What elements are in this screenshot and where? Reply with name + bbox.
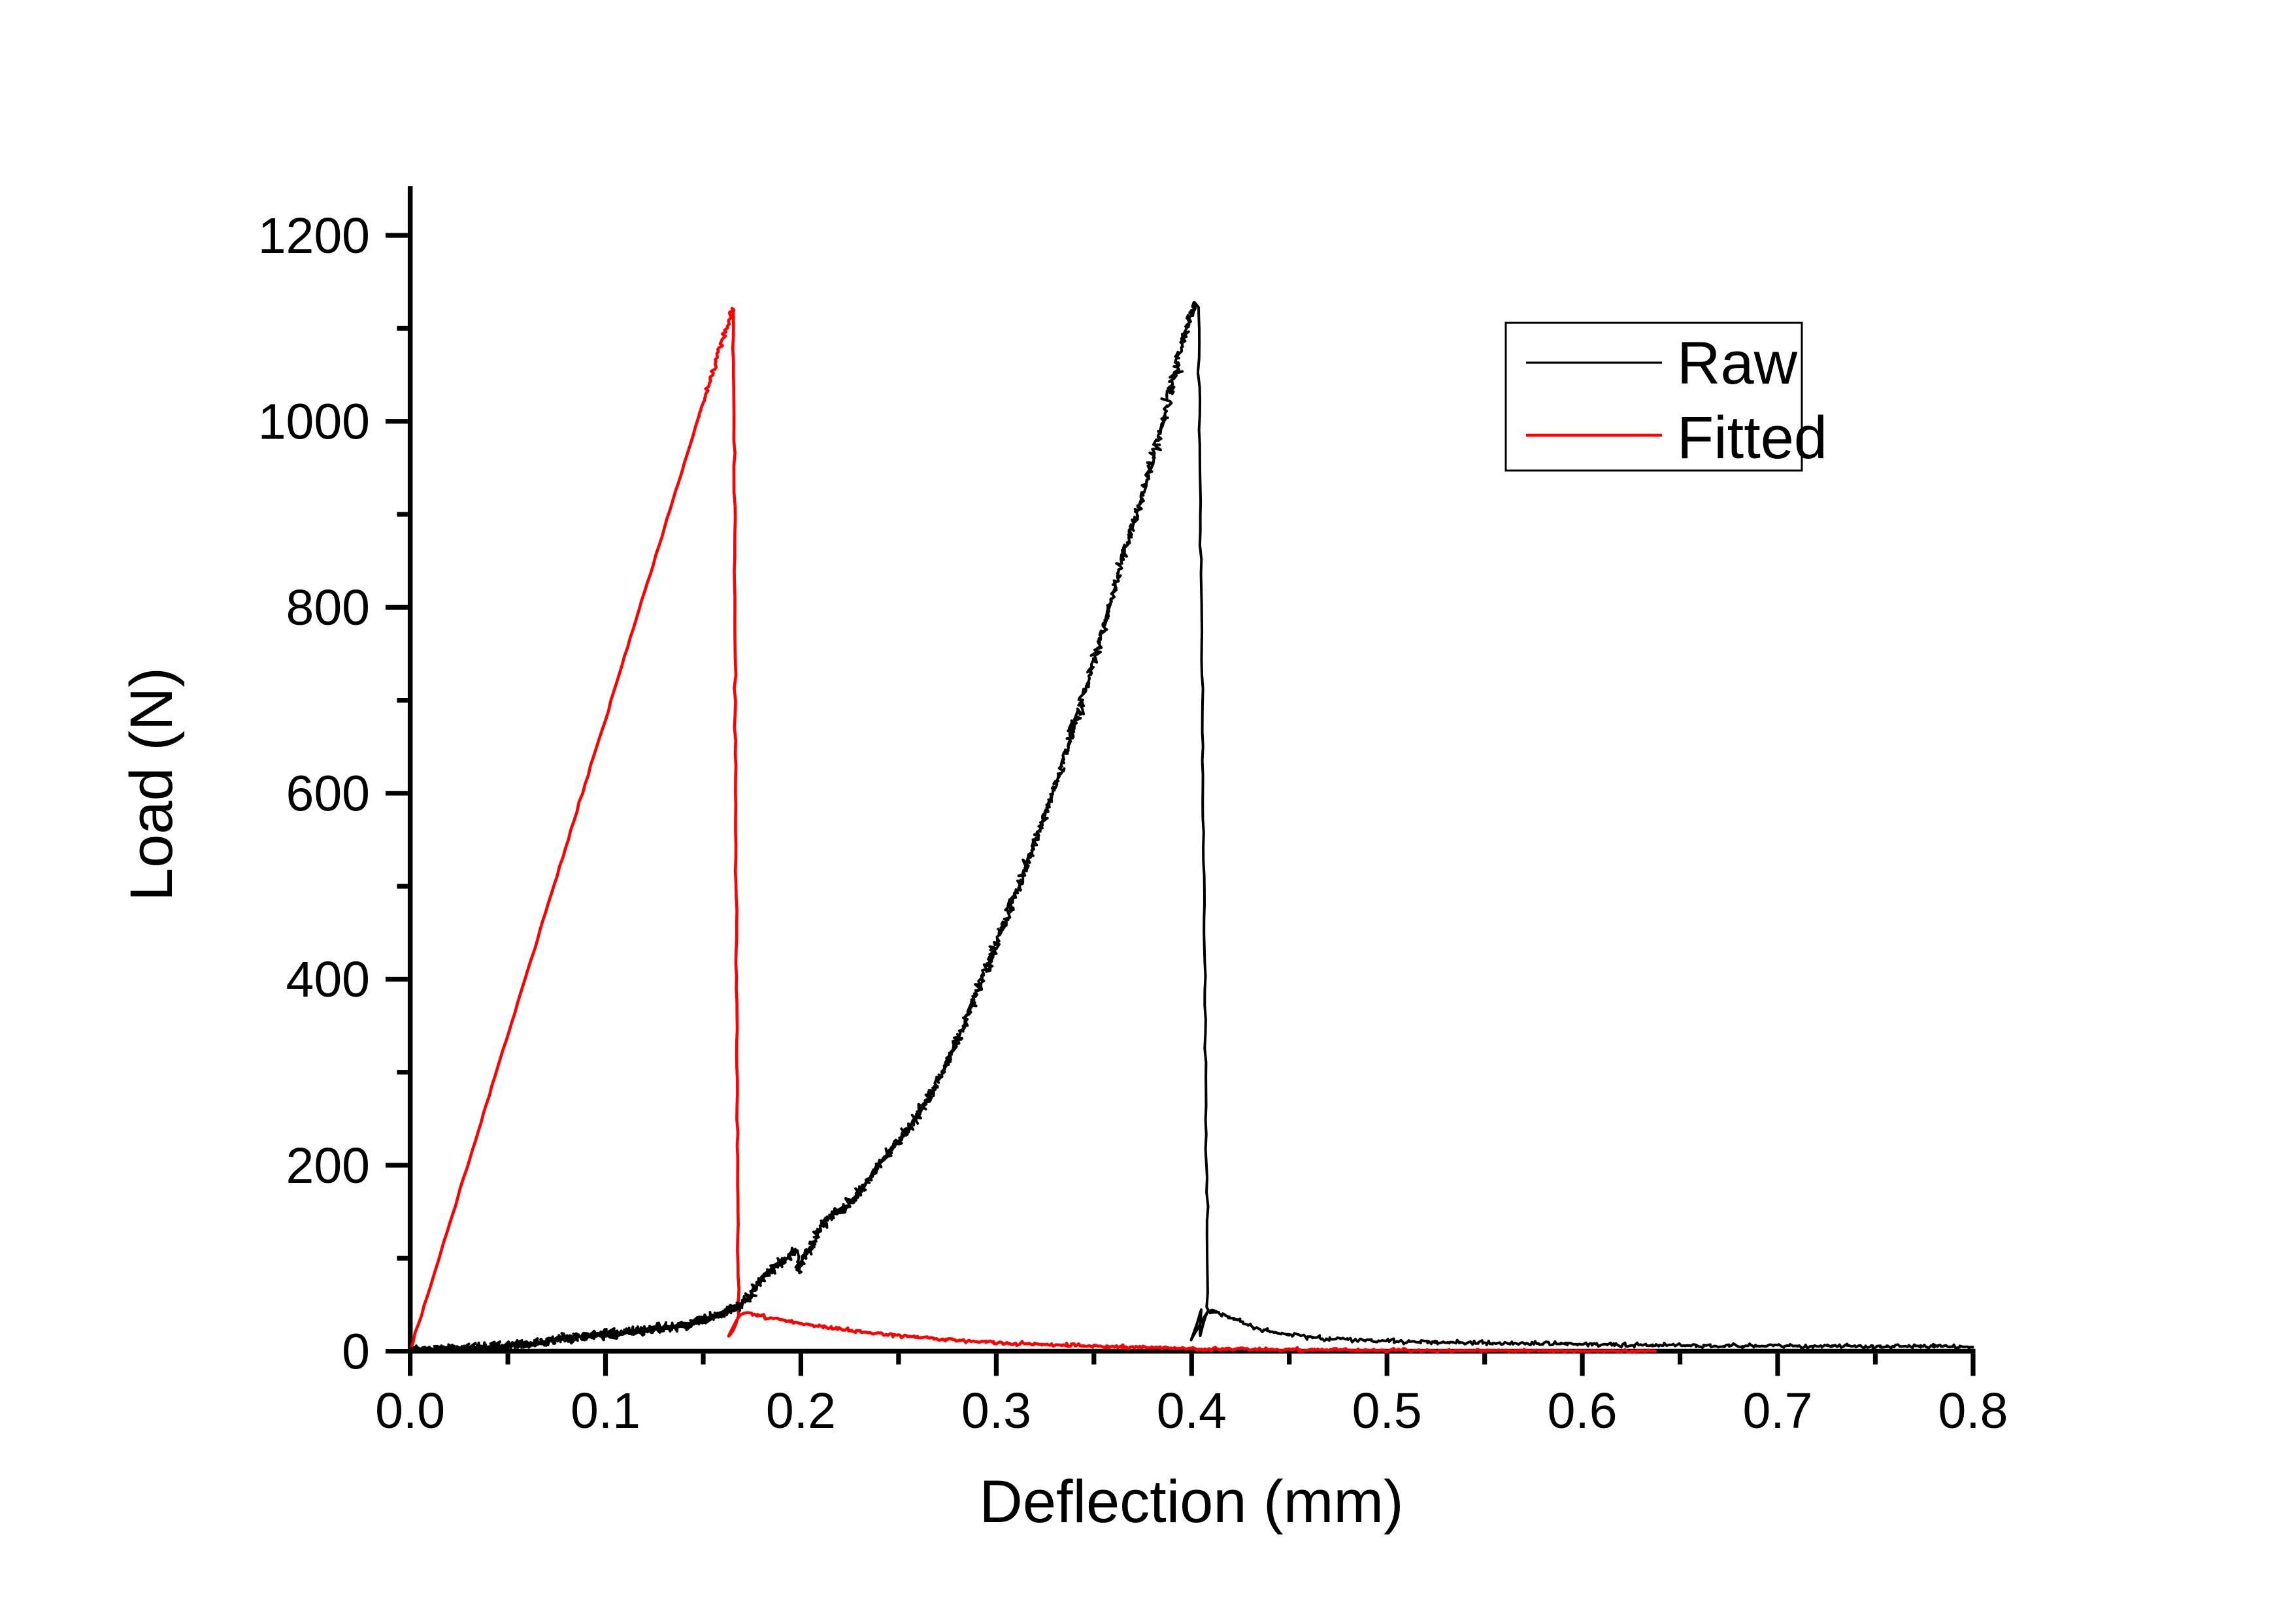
- svg-text:Raw: Raw: [1677, 330, 1798, 397]
- svg-text:1200: 1200: [258, 208, 370, 264]
- svg-text:0.1: 0.1: [571, 1383, 640, 1439]
- svg-text:Fitted: Fitted: [1677, 405, 1827, 471]
- svg-text:Deflection (mm): Deflection (mm): [979, 1468, 1403, 1535]
- svg-text:0.2: 0.2: [766, 1383, 836, 1439]
- svg-text:600: 600: [286, 766, 370, 822]
- svg-text:0.6: 0.6: [1548, 1383, 1618, 1439]
- svg-text:0.4: 0.4: [1157, 1383, 1227, 1439]
- svg-text:800: 800: [286, 580, 370, 636]
- svg-text:400: 400: [286, 952, 370, 1008]
- svg-text:0.0: 0.0: [375, 1383, 445, 1439]
- svg-text:Load (N): Load (N): [118, 667, 185, 901]
- svg-text:0: 0: [342, 1323, 370, 1380]
- svg-text:0.3: 0.3: [961, 1383, 1031, 1439]
- svg-text:0.5: 0.5: [1352, 1383, 1422, 1439]
- svg-text:1000: 1000: [258, 394, 370, 450]
- svg-text:0.7: 0.7: [1742, 1383, 1812, 1439]
- svg-text:0.8: 0.8: [1938, 1383, 2008, 1439]
- svg-text:200: 200: [286, 1138, 370, 1194]
